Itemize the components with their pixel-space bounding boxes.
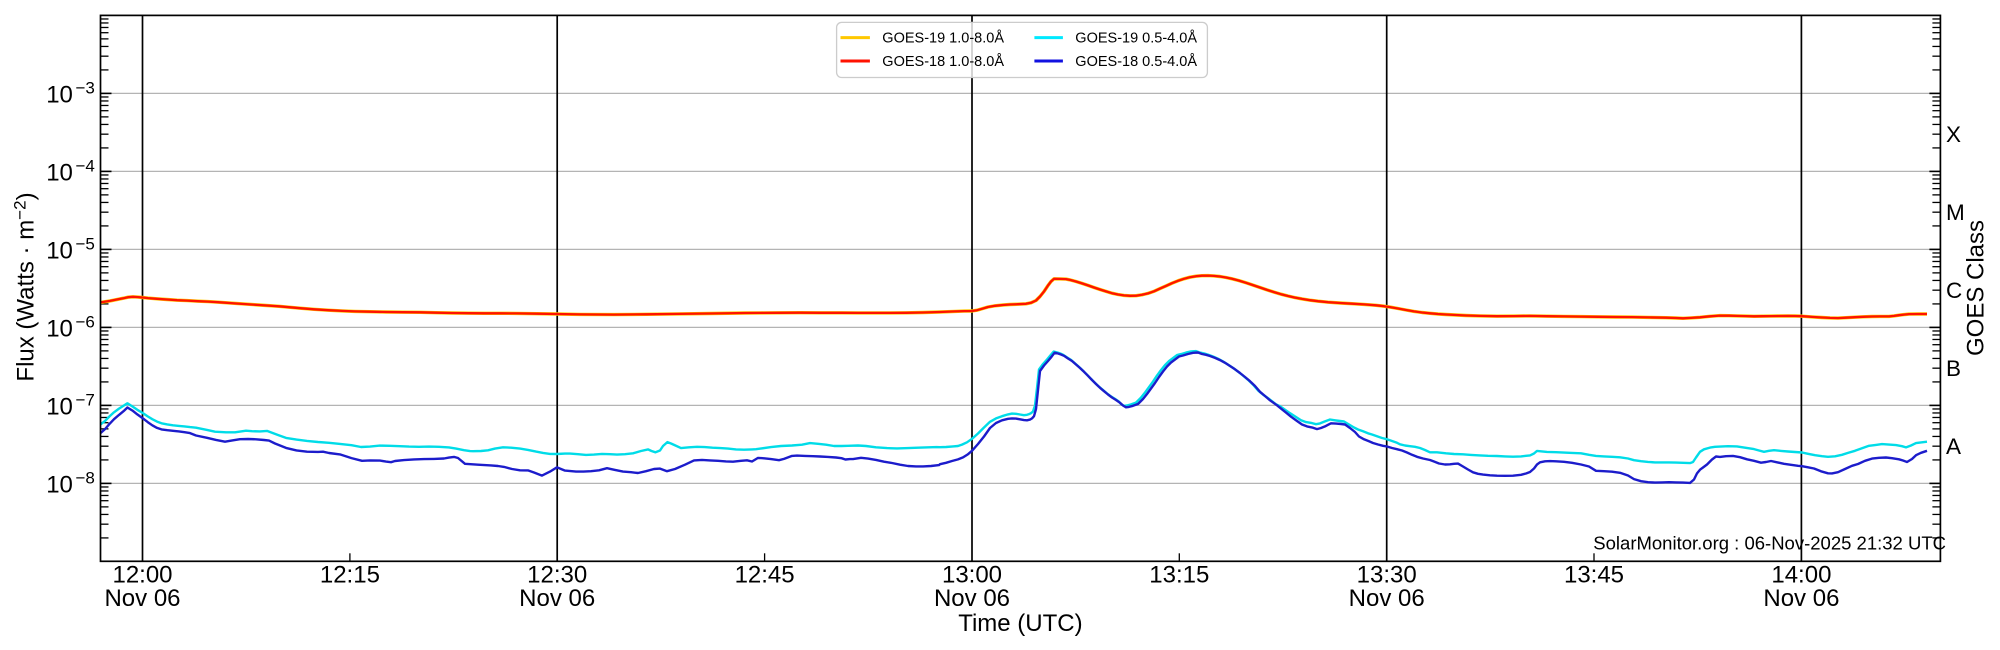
svg-text:13:00: 13:00 bbox=[942, 562, 1002, 589]
svg-text:C: C bbox=[1946, 278, 1962, 303]
svg-text:B: B bbox=[1946, 356, 1961, 381]
svg-text:Flux (Watts · m−2): Flux (Watts · m−2) bbox=[11, 192, 40, 381]
svg-text:GOES-19 1.0-8.0Å: GOES-19 1.0-8.0Å bbox=[882, 30, 1004, 47]
svg-text:GOES-18 1.0-8.0Å: GOES-18 1.0-8.0Å bbox=[882, 53, 1004, 70]
svg-text:X: X bbox=[1946, 122, 1961, 147]
svg-text:10−3: 10 −3 bbox=[46, 79, 95, 109]
svg-text:13:45: 13:45 bbox=[1564, 562, 1624, 589]
svg-text:12:30: 12:30 bbox=[527, 562, 587, 589]
svg-text:GOES-18 0.5-4.0Å: GOES-18 0.5-4.0Å bbox=[1075, 53, 1197, 70]
svg-text:13:30: 13:30 bbox=[1357, 562, 1417, 589]
svg-text:A: A bbox=[1946, 434, 1961, 459]
svg-text:Time (UTC): Time (UTC) bbox=[958, 610, 1082, 637]
svg-text:SolarMonitor.org : 06-Nov-2025: SolarMonitor.org : 06-Nov-2025 21:32 UTC bbox=[1593, 533, 1946, 554]
svg-text:Nov 06: Nov 06 bbox=[1349, 585, 1425, 612]
svg-text:12:00: 12:00 bbox=[112, 562, 172, 589]
svg-text:Nov 06: Nov 06 bbox=[934, 585, 1010, 612]
svg-text:13:15: 13:15 bbox=[1149, 562, 1209, 589]
svg-text:10−7: 10 −7 bbox=[46, 391, 95, 421]
svg-text:Nov 06: Nov 06 bbox=[104, 585, 180, 612]
svg-text:12:15: 12:15 bbox=[320, 562, 380, 589]
svg-text:M: M bbox=[1946, 200, 1965, 225]
svg-text:10−6: 10 −6 bbox=[46, 313, 95, 343]
svg-text:14:00: 14:00 bbox=[1771, 562, 1831, 589]
svg-text:GOES-19 0.5-4.0Å: GOES-19 0.5-4.0Å bbox=[1075, 30, 1197, 47]
svg-text:Nov 06: Nov 06 bbox=[519, 585, 595, 612]
svg-text:GOES Class: GOES Class bbox=[1963, 220, 1990, 356]
svg-text:12:45: 12:45 bbox=[735, 562, 795, 589]
svg-text:Nov 06: Nov 06 bbox=[1763, 585, 1839, 612]
svg-text:10−5: 10 −5 bbox=[46, 235, 95, 265]
svg-text:10−8: 10 −8 bbox=[46, 469, 95, 499]
svg-text:10−4: 10 −4 bbox=[46, 157, 95, 187]
